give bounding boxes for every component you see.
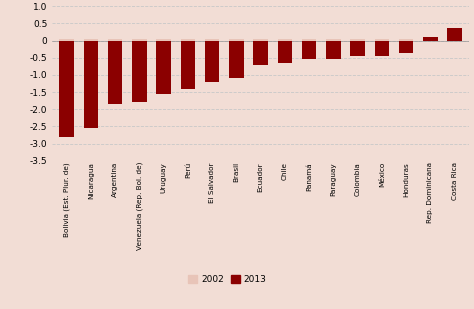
Bar bbox=[302, 39, 317, 40]
Bar bbox=[447, 39, 462, 40]
Bar bbox=[278, 40, 292, 63]
Bar bbox=[205, 39, 219, 40]
Bar bbox=[229, 39, 244, 40]
Bar bbox=[108, 39, 122, 40]
Bar bbox=[181, 39, 195, 40]
Bar bbox=[302, 40, 317, 59]
Bar bbox=[423, 37, 438, 40]
Bar bbox=[350, 40, 365, 56]
Bar bbox=[108, 40, 122, 104]
Bar bbox=[278, 39, 292, 40]
Bar bbox=[399, 40, 413, 53]
Bar bbox=[374, 40, 389, 56]
Bar bbox=[205, 40, 219, 82]
Bar bbox=[59, 39, 74, 40]
Bar bbox=[254, 39, 268, 40]
Bar bbox=[350, 39, 365, 40]
Bar bbox=[254, 40, 268, 65]
Bar bbox=[229, 40, 244, 78]
Bar bbox=[84, 40, 98, 128]
Bar bbox=[132, 40, 147, 102]
Bar bbox=[181, 40, 195, 89]
Bar bbox=[399, 39, 413, 40]
Bar bbox=[326, 39, 341, 40]
Bar bbox=[59, 40, 74, 137]
Bar bbox=[132, 39, 147, 40]
Bar bbox=[326, 40, 341, 59]
Bar bbox=[156, 39, 171, 40]
Bar bbox=[447, 28, 462, 40]
Bar bbox=[156, 40, 171, 94]
Bar bbox=[374, 39, 389, 40]
Legend: 2002, 2013: 2002, 2013 bbox=[185, 271, 270, 287]
Bar bbox=[84, 39, 98, 40]
Bar bbox=[423, 39, 438, 40]
